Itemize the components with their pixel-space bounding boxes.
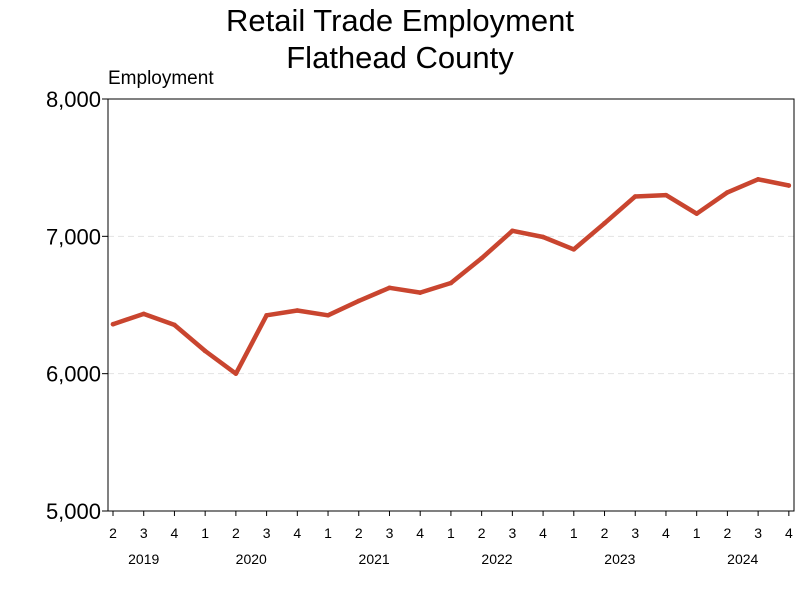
x-tick-label: 4 [539, 525, 547, 541]
x-tick-label: 3 [631, 525, 639, 541]
data-point [540, 234, 546, 240]
series-layer [110, 177, 792, 376]
x-year-label: 2019 [128, 551, 159, 567]
x-tick-label: 4 [785, 525, 793, 541]
x-tick-label: 2 [724, 525, 732, 541]
x-year-label: 2024 [727, 551, 758, 567]
x-year-label: 2022 [481, 551, 512, 567]
data-point [725, 190, 730, 195]
y-tick-label: 8,000 [46, 87, 101, 112]
chart-title-line-2: Flathead County [286, 40, 514, 75]
data-point [356, 298, 362, 304]
data-point [755, 177, 761, 182]
x-tick-label: 2 [601, 525, 609, 541]
chart-title: Retail Trade Employment Flathead County [0, 2, 800, 76]
x-tick-label: 2 [355, 525, 363, 541]
y-axis-label: Employment [108, 68, 214, 89]
x-tick-label: 2 [109, 525, 117, 541]
x-year-label: 2021 [359, 551, 390, 567]
series-line [110, 177, 792, 376]
x-tick-label: 1 [693, 525, 701, 541]
x-tick-label: 3 [754, 525, 762, 541]
x-year-label: 2020 [236, 551, 267, 567]
x-tick-label: 4 [662, 525, 670, 541]
y-tick-label: 6,000 [46, 362, 101, 387]
data-point [202, 348, 208, 354]
data-point [510, 228, 515, 234]
data-point [602, 220, 607, 226]
chart-title-line-1: Retail Trade Employment [225, 3, 575, 38]
x-tick-label: 4 [171, 525, 179, 541]
x-tick-label: 3 [263, 525, 271, 541]
y-axis: 5,000 6,000 7,000 8,000 [46, 87, 108, 524]
data-point [786, 183, 792, 188]
data-point [417, 290, 423, 295]
data-point [663, 192, 669, 198]
y-tick-label: 5,000 [46, 499, 101, 524]
data-point [479, 256, 484, 261]
x-tick-label: 1 [447, 525, 455, 541]
data-point [141, 311, 147, 317]
data-point [233, 371, 239, 376]
x-tick-label: 2 [232, 525, 240, 541]
data-point [694, 211, 699, 216]
data-point [264, 313, 269, 318]
data-point [172, 322, 177, 328]
data-point [295, 308, 300, 313]
x-tick-label: 4 [293, 525, 301, 541]
x-tick-label: 3 [140, 525, 148, 541]
data-point [325, 313, 331, 318]
x-tick-label: 4 [416, 525, 424, 541]
x-year-label: 2023 [604, 551, 635, 567]
data-point [448, 280, 454, 286]
plot-frame [107, 98, 795, 512]
x-tick-label: 2 [478, 525, 486, 541]
data-point [110, 321, 116, 327]
y-tick-label: 7,000 [46, 224, 101, 249]
x-tick-label: 3 [386, 525, 394, 541]
data-point [571, 247, 577, 252]
x-tick-label: 3 [508, 525, 516, 541]
x-tick-label: 1 [201, 525, 209, 541]
x-tick-label: 1 [570, 525, 578, 541]
data-point [632, 194, 638, 199]
x-tick-label: 1 [324, 525, 332, 541]
x-axis: 2 3 4 1 2 3 4 1 2 3 4 1 2 3 4 1 2 3 4 1 2 3 4 2019 2020 2021 2022 2… [109, 511, 793, 567]
gridlines [108, 235, 794, 375]
data-point [387, 285, 392, 291]
